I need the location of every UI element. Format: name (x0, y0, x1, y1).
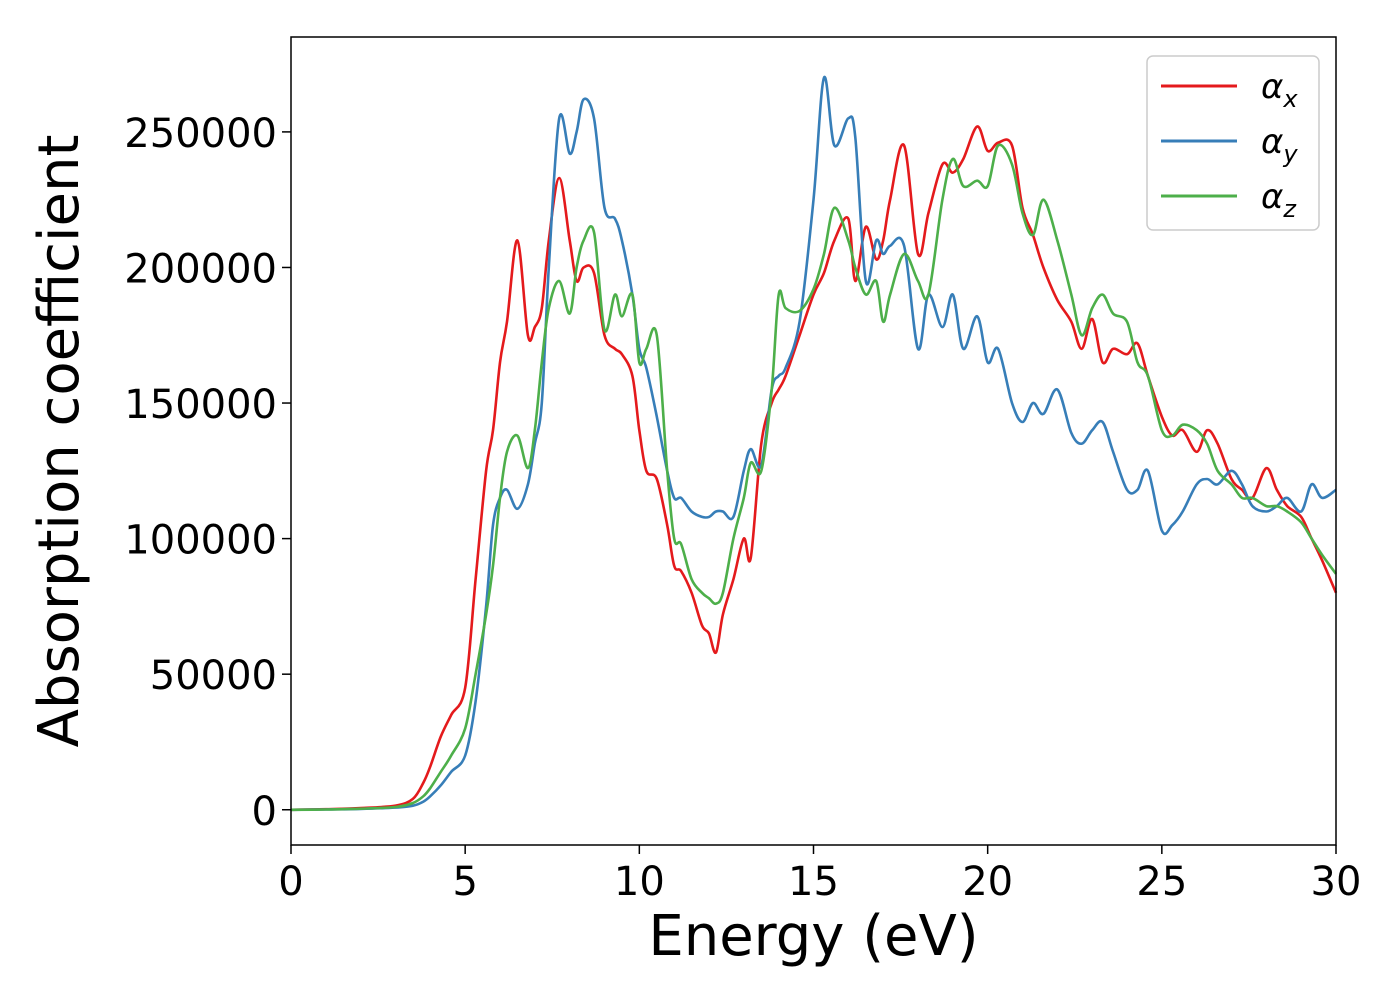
x-tick-label: 0 (278, 859, 303, 905)
legend-subscript: z (1282, 195, 1297, 223)
legend-entry-x: αx (1261, 67, 1298, 113)
x-tick-label: 20 (962, 859, 1013, 905)
x-tick-label: 5 (452, 859, 477, 905)
y-tick-label: 200000 (124, 246, 277, 292)
x-tick-label: 30 (1311, 859, 1362, 905)
y-tick-label: 0 (252, 789, 277, 835)
legend-box (1146, 55, 1320, 231)
x-tick-label: 25 (1136, 859, 1187, 905)
legend-subscript: y (1282, 140, 1298, 168)
legend-symbol: α (1261, 67, 1283, 107)
legend-subscript: x (1282, 85, 1298, 113)
plot-area-frame (290, 36, 1337, 846)
series-line-y (290, 75, 1337, 812)
x-tick-label: 15 (788, 859, 839, 905)
y-axis-ticks: 0 50000 100000 150000 200000 250000 (124, 111, 291, 835)
legend-symbol: α (1261, 177, 1283, 217)
series-line-z (290, 143, 1338, 812)
y-axis-label: Absorption coefficient (27, 135, 92, 748)
y-tick-label: 50000 (150, 653, 277, 699)
y-tick-label: 250000 (124, 111, 277, 157)
legend-entry-y: αy (1261, 122, 1298, 168)
y-tick-label: 100000 (124, 518, 277, 564)
x-axis-label: Energy (eV) (648, 904, 978, 969)
plot-series (290, 75, 1338, 812)
legend-entry-z: αz (1261, 177, 1297, 223)
x-tick-label: 10 (614, 859, 665, 905)
legend-symbol: α (1261, 122, 1283, 162)
y-tick-label: 150000 (124, 382, 277, 428)
x-axis-ticks: 0 5 10 15 20 25 30 (278, 845, 1361, 905)
